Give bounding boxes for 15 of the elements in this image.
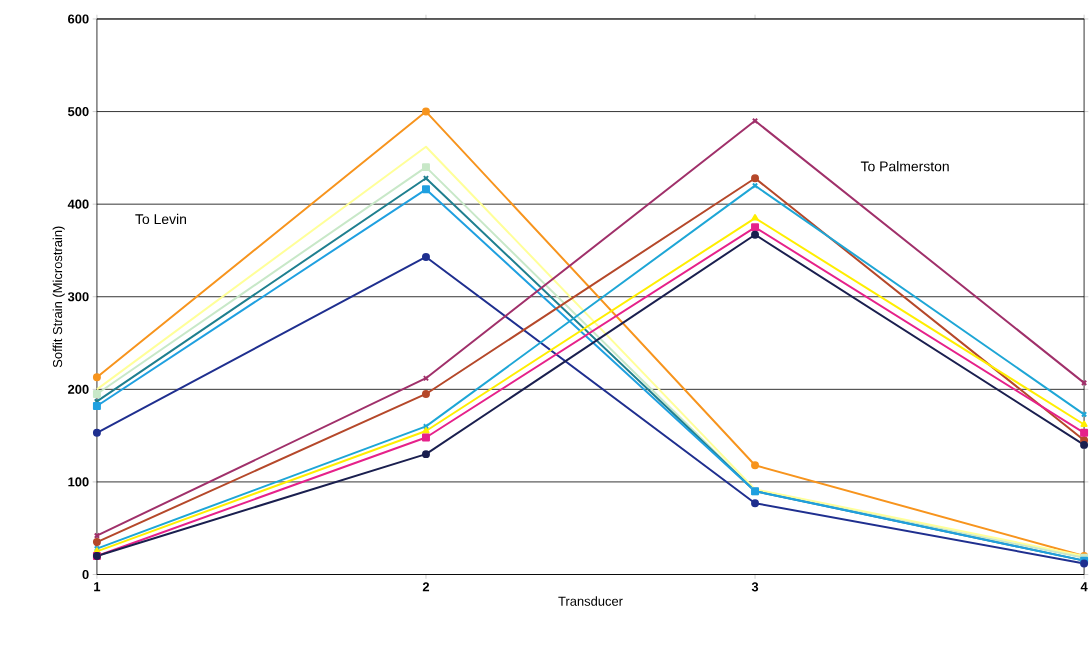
x-tick-label: 3 bbox=[751, 582, 759, 592]
y-tick-label: 200 bbox=[68, 384, 89, 394]
annotation: To Palmerston bbox=[860, 160, 949, 172]
y-tick-label: 300 bbox=[67, 291, 89, 302]
annotation: To Levin bbox=[135, 213, 186, 224]
y-tick-label: 600 bbox=[68, 14, 89, 24]
x-tick-label: 4 bbox=[1080, 582, 1088, 591]
y-tick-label: 0 bbox=[82, 569, 89, 579]
y-axis-title: Soffit Strain (Microstrain) bbox=[52, 226, 65, 367]
x-axis-title: Transducer bbox=[558, 596, 623, 606]
x-tick-label: 2 bbox=[422, 582, 430, 592]
y-tick-label: 500 bbox=[67, 106, 89, 116]
y-tick-label: 400 bbox=[67, 199, 89, 209]
y-tick-label: 100 bbox=[68, 477, 89, 487]
x-tick-label: 1 bbox=[94, 582, 101, 591]
